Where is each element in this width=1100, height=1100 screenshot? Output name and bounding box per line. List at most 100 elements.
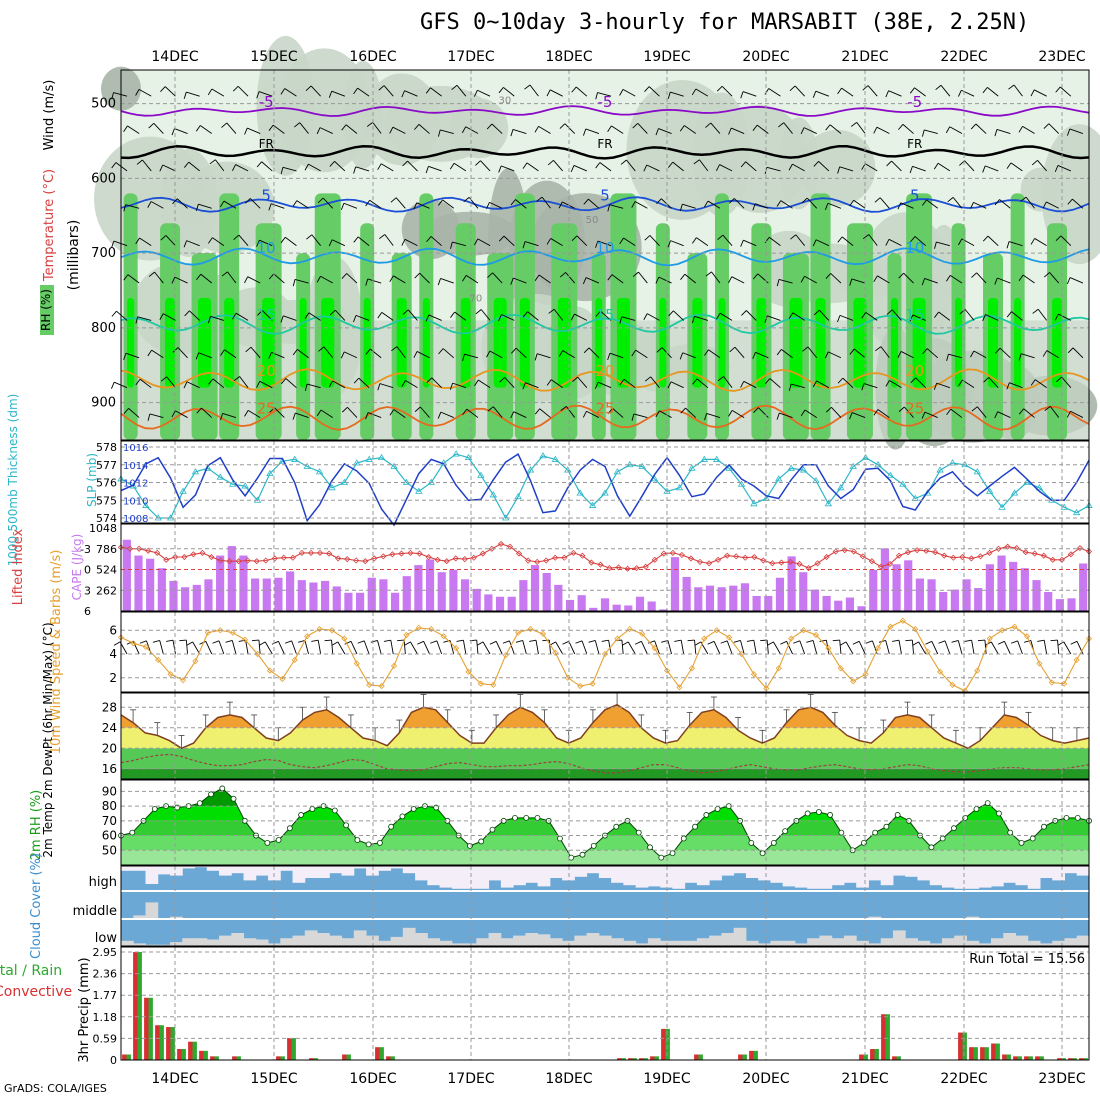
isotherm-label: -5 <box>259 93 274 111</box>
thickness-point <box>638 462 646 469</box>
thickness-tick: 575 <box>96 494 117 507</box>
wind-barb <box>752 124 769 134</box>
li-point <box>832 548 839 555</box>
cape-label: CAPE (J/kg) <box>70 534 84 601</box>
wind-barb <box>135 237 152 247</box>
precip-conv-bar <box>639 1058 644 1060</box>
li-point <box>1049 556 1056 563</box>
cloud-cell <box>880 938 894 946</box>
cape-bar <box>717 587 726 611</box>
thickness-tick: 578 <box>96 441 117 454</box>
wind-barb <box>631 349 648 359</box>
wind-barb <box>825 124 842 134</box>
isotherm-label: FR <box>597 137 612 151</box>
cloud-cell <box>451 866 465 889</box>
cloud-cell <box>390 936 404 946</box>
wind-barb <box>607 125 624 134</box>
cloud-cell <box>917 940 931 946</box>
wind-barb <box>1006 382 1023 390</box>
wind10-barb <box>529 639 539 655</box>
wind-barb <box>438 348 455 359</box>
thickness-point <box>241 482 249 489</box>
dewpoint-line <box>120 753 1090 774</box>
wind-barb <box>583 347 600 359</box>
wind10-point <box>726 634 733 641</box>
isotherm-label: -5 <box>907 93 922 111</box>
cloud-cell <box>586 933 600 946</box>
wind-barb <box>1054 165 1072 173</box>
cloud-cell <box>843 866 857 883</box>
rh-point <box>759 850 766 857</box>
wind-barb <box>825 273 842 284</box>
li-point <box>217 557 224 564</box>
cloud-cell <box>868 943 882 946</box>
cape-bar <box>880 548 889 611</box>
temp-line <box>120 703 1090 750</box>
cape-tick: 1048 <box>89 522 117 535</box>
wind-barb <box>341 124 358 134</box>
rh-contour-label: 30 <box>499 96 512 107</box>
wind-barb <box>534 408 551 418</box>
wind-barb <box>522 311 539 321</box>
wind-barb <box>487 272 503 284</box>
rh-band <box>121 850 1089 865</box>
wind-barb <box>885 90 902 98</box>
wind-barb <box>971 272 987 284</box>
wind-barb <box>414 124 430 134</box>
precip-legend-conv: Convective <box>0 984 72 1000</box>
wind-barb <box>340 351 358 359</box>
wind10-barb <box>878 640 890 655</box>
thickness-point <box>365 455 373 462</box>
wind10-barb <box>621 641 636 655</box>
wind-barb <box>886 309 902 321</box>
li-point <box>1067 551 1074 558</box>
li-point <box>289 554 296 561</box>
wind-barb <box>256 161 273 172</box>
rh-point <box>1007 829 1014 836</box>
rh-bright-core <box>789 297 803 388</box>
cape-bar <box>554 584 563 611</box>
wind-barb <box>546 238 563 247</box>
wind-barb <box>885 380 902 389</box>
precip-rain-bar <box>962 1032 967 1060</box>
wind-barb <box>715 164 733 172</box>
precip-conv-bar <box>1035 1056 1040 1060</box>
cloud-frame <box>120 865 1090 947</box>
precip-conv-bar <box>309 1058 314 1060</box>
precip-rain-bar <box>1017 1056 1022 1060</box>
rh-bright-core <box>363 297 371 388</box>
wind-barb <box>717 376 733 388</box>
thickness-point <box>191 468 200 475</box>
wind10-barb <box>515 640 527 655</box>
wind10-point <box>341 635 348 642</box>
isotherm-label: 10 <box>257 239 276 257</box>
cape-bar <box>775 577 785 611</box>
precip-rain-bar <box>236 1056 241 1060</box>
wind-barb <box>789 85 805 97</box>
thickness-point <box>390 462 398 469</box>
wind-barb <box>619 237 636 247</box>
wind-barb <box>390 197 406 209</box>
rh-point <box>804 810 811 817</box>
wind-barb <box>1043 272 1060 284</box>
cape-bar <box>962 579 971 611</box>
rh-point <box>883 823 890 830</box>
wind-barb <box>389 275 406 284</box>
cloud-cell <box>978 943 992 946</box>
wind-barb <box>1044 406 1060 418</box>
chart-title: GFS 0~10day 3-hourly for MARSABIT (38E, … <box>420 10 1030 35</box>
rh-point <box>658 854 665 861</box>
cloud-cell <box>929 866 943 886</box>
wind-barb <box>135 316 152 324</box>
wind10-point <box>688 665 695 672</box>
wind-barb <box>184 161 200 172</box>
wind10-barb <box>331 641 346 655</box>
wind-barb <box>1055 235 1072 246</box>
wind10-point <box>390 662 398 669</box>
precip-rain-bar <box>874 1049 879 1060</box>
wind-barb <box>257 310 273 321</box>
cape-bar <box>997 555 1006 611</box>
wind10-point <box>713 627 720 634</box>
li-point <box>968 555 975 562</box>
thickness-point <box>353 459 361 466</box>
